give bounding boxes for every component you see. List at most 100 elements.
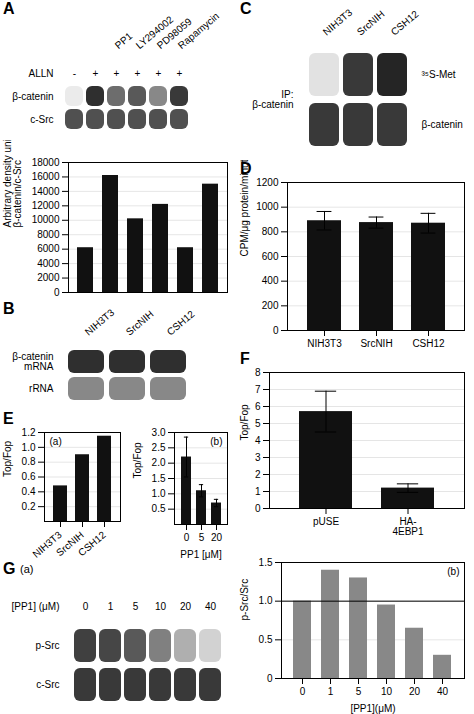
svg-text:1.0: 1.0 [22,442,36,453]
svg-text:+: + [156,68,162,79]
svg-text:+: + [93,68,99,79]
svg-text:1.5: 1.5 [152,473,166,484]
svg-text:1.5: 1.5 [259,557,273,568]
svg-text:[PP1] (μM): [PP1] (μM) [12,601,60,612]
svg-text:PD98059: PD98059 [154,15,194,51]
svg-text:3.0: 3.0 [152,427,166,438]
svg-text:1000: 1000 [256,201,279,212]
svg-text:12000: 12000 [32,200,60,211]
svg-text:7: 7 [255,384,261,395]
svg-text:1.0: 1.0 [152,488,166,499]
svg-text:Arbitrary density unitsβ-caten: Arbitrary density unitsβ-catenin/c-Src [2,140,23,228]
svg-text:0: 0 [300,686,306,697]
svg-text:1.0: 1.0 [259,595,273,606]
svg-text:10: 10 [381,686,393,697]
svg-text:Top/Fop: Top/Fop [132,442,143,479]
svg-text:5: 5 [199,532,205,543]
svg-text:4: 4 [255,435,261,446]
svg-text:0: 0 [83,601,89,612]
svg-text:1: 1 [108,601,114,612]
svg-text:β-catenin: β-catenin [12,91,53,102]
svg-text:40: 40 [205,601,217,612]
svg-text:NIH3T3: NIH3T3 [321,7,355,38]
svg-text:β-cateninmRNA: β-cateninmRNA [12,351,54,372]
svg-text:5: 5 [356,686,362,697]
svg-text:2.5: 2.5 [152,442,166,453]
svg-text:LY294002: LY294002 [133,13,176,51]
svg-text:400: 400 [262,275,279,286]
svg-text:6: 6 [255,401,261,412]
svg-text:2.0: 2.0 [152,457,166,468]
svg-text:(b): (b) [210,436,222,447]
svg-text:200: 200 [262,300,279,311]
svg-text:HA-4EBP1: HA-4EBP1 [392,516,424,537]
svg-text:0.5: 0.5 [259,634,273,645]
svg-text:6000: 6000 [37,243,60,254]
svg-text:3: 3 [255,452,261,463]
svg-text:IP:β-catenin: IP:β-catenin [252,89,293,110]
svg-text:c-Src: c-Src [36,679,59,690]
svg-text:SrcNIH: SrcNIH [360,338,392,349]
svg-text:1: 1 [255,486,261,497]
svg-text:NIH3T3: NIH3T3 [307,338,342,349]
svg-text:Rapamycin: Rapamycin [176,10,221,51]
svg-text:0.2: 0.2 [22,501,36,512]
svg-text:NIH3T3: NIH3T3 [83,307,117,338]
svg-text:0: 0 [184,532,190,543]
svg-text:-: - [73,68,76,79]
svg-text:600: 600 [262,251,279,262]
svg-text:18000: 18000 [32,157,60,168]
svg-text:p-Src/Src: p-Src/Src [239,579,250,621]
svg-text:CSH12: CSH12 [389,8,421,37]
svg-text:2000: 2000 [37,272,60,283]
svg-text:p-Src: p-Src [36,640,60,651]
svg-text:4000: 4000 [37,258,60,269]
svg-text:SrcNIH: SrcNIH [124,308,156,337]
svg-text:0: 0 [273,325,279,336]
svg-text:PP1 [μM]: PP1 [μM] [180,549,222,560]
svg-text:0.6: 0.6 [22,471,36,482]
svg-text:CSH12: CSH12 [76,529,108,558]
svg-text:ALLN: ALLN [28,68,53,79]
svg-text:5: 5 [133,601,139,612]
svg-text:20: 20 [180,601,192,612]
svg-text:10: 10 [155,601,167,612]
svg-text:0: 0 [54,287,60,298]
svg-text:PP1: PP1 [113,30,135,51]
svg-text:β-catenin: β-catenin [422,119,463,130]
svg-text:0.4: 0.4 [22,486,36,497]
svg-text:40: 40 [437,686,449,697]
svg-text:800: 800 [262,226,279,237]
svg-text:16000: 16000 [32,171,60,182]
svg-text:1200: 1200 [256,177,279,188]
svg-text:³⁵S-Met: ³⁵S-Met [422,69,456,80]
svg-text:10000: 10000 [32,214,60,225]
svg-text:5: 5 [255,418,261,429]
svg-text:+: + [114,68,120,79]
svg-text:c-Src: c-Src [30,114,53,125]
svg-text:[PP1](μM): [PP1](μM) [350,703,395,714]
svg-text:+: + [135,68,141,79]
svg-text:+: + [177,68,183,79]
svg-text:2: 2 [255,469,261,480]
svg-text:(a): (a) [50,436,62,447]
svg-text:8: 8 [255,367,261,378]
svg-text:Top/Fop: Top/Fop [239,404,250,441]
svg-text:0.8: 0.8 [22,456,36,467]
svg-text:Top/Fop: Top/Fop [2,440,13,477]
svg-text:(b): (b) [447,566,459,577]
svg-text:8000: 8000 [37,229,60,240]
svg-text:20: 20 [211,532,223,543]
svg-text:0: 0 [267,673,273,684]
svg-text:rRNA: rRNA [29,383,54,394]
svg-text:CSH12: CSH12 [412,338,445,349]
svg-text:20: 20 [409,686,421,697]
svg-text:SrcNIH: SrcNIH [355,8,387,37]
svg-text:pUSE: pUSE [313,516,339,527]
svg-text:CSH12: CSH12 [165,308,197,337]
svg-text:0.5: 0.5 [152,503,166,514]
svg-text:14000: 14000 [32,186,60,197]
svg-text:1: 1 [328,686,334,697]
svg-text:1.2: 1.2 [22,427,36,438]
svg-text:0: 0 [255,503,261,514]
